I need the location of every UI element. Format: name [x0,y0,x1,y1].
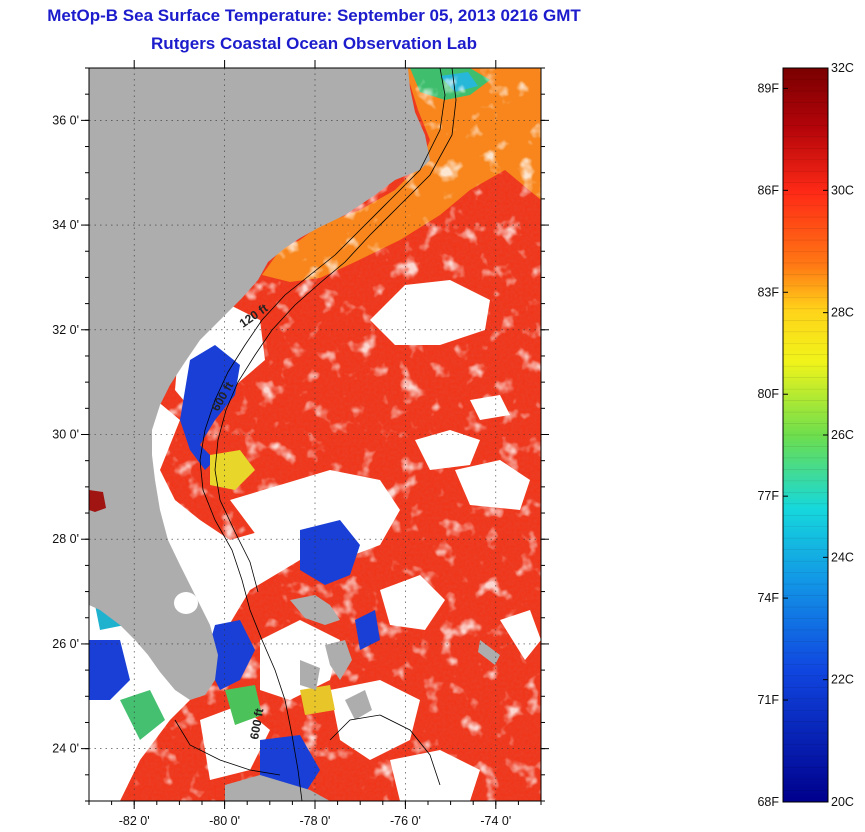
colorbar-fahrenheit-label: 77F [757,489,779,503]
map-title: MetOp-B Sea Surface Temperature: Septemb… [47,6,581,25]
lake-okeechobee [174,592,198,614]
colorbar-celsius-label: 30C [831,183,854,197]
sst-map[interactable]: 120 ft 600 ft 600 ft -82 0' -80 0' -78 0' -… [0,0,740,832]
isobath-label-600ft-south: 600 ft [247,707,266,740]
colorbar-celsius-label: 28C [831,306,854,320]
lon-tick-label: -76 0' [390,814,421,828]
colorbar-fahrenheit-label: 86F [757,183,779,197]
colorbar-fahrenheit-labels: 89F 86F 83F 80F 77F 74F 71F 68F [757,81,788,809]
lon-tick-label: -80 0' [209,814,240,828]
lat-tick-label: 34 0' [52,218,79,232]
lat-tick-label: 32 0' [52,323,79,337]
colorbar-fahrenheit-label: 83F [757,285,779,299]
latitude-tick-labels: 24 0' 26 0' 28 0' 30 0' 32 0' 34 0' 36 0' [52,113,79,755]
land-southeast-us [89,68,430,700]
lat-tick-label: 24 0' [52,742,79,756]
lat-tick-label: 30 0' [52,428,79,442]
colorbar-gradient [782,67,829,803]
longitude-tick-labels: -82 0' -80 0' -78 0' -76 0' -74 0' [119,814,511,828]
colorbar-fahrenheit-label: 68F [757,795,779,809]
temperature-colorbar: 32C 30C 28C 26C 24C 22C 20C 89F 86F 83F 80F 77F 74F… [757,61,854,809]
lat-tick-label: 36 0' [52,113,79,127]
land-bahamas [225,595,500,801]
lat-tick-label: 28 0' [52,532,79,546]
colorbar-fahrenheit-label: 71F [757,693,779,707]
colorbar-fahrenheit-label: 74F [757,591,779,605]
colorbar-celsius-label: 20C [831,795,854,809]
colorbar-celsius-labels: 32C 30C 28C 26C 24C 22C 20C [823,61,854,809]
map-subtitle: Rutgers Coastal Ocean Observation Lab [151,34,477,53]
colorbar-fahrenheit-label: 80F [757,387,779,401]
gulf-warm-patch [89,490,106,512]
colorbar-celsius-label: 22C [831,673,854,687]
axis-ticks [81,60,549,809]
colorbar-celsius-label: 26C [831,428,854,442]
colorbar-bands [783,79,828,791]
lat-tick-label: 26 0' [52,637,79,651]
lon-tick-label: -78 0' [300,814,331,828]
lon-tick-label: -82 0' [119,814,150,828]
map-grid [89,68,541,801]
lon-tick-label: -74 0' [480,814,511,828]
colorbar-fahrenheit-label: 89F [757,81,779,95]
colorbar-celsius-label: 24C [831,550,854,564]
colorbar-celsius-label: 32C [831,61,854,75]
